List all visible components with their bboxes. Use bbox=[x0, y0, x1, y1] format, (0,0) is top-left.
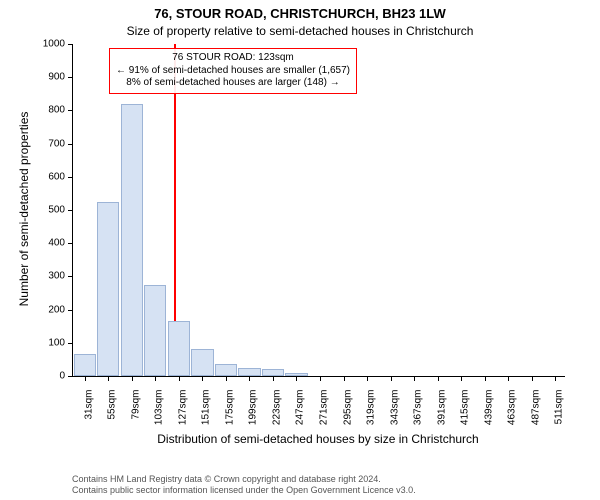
histogram-bar bbox=[168, 321, 190, 376]
y-tick-mark bbox=[68, 310, 73, 311]
x-tick-mark bbox=[179, 376, 180, 381]
annotation-box: 76 STOUR ROAD: 123sqm← 91% of semi-detac… bbox=[109, 48, 357, 94]
y-tick-label: 1000 bbox=[29, 39, 65, 50]
histogram-bar bbox=[97, 202, 119, 376]
x-tick-mark bbox=[108, 376, 109, 381]
histogram-bar bbox=[238, 368, 260, 376]
x-tick-mark bbox=[508, 376, 509, 381]
histogram-bar bbox=[191, 349, 213, 376]
y-tick-mark bbox=[68, 77, 73, 78]
x-tick-mark bbox=[320, 376, 321, 381]
plot-area: 76 STOUR ROAD: 123sqm← 91% of semi-detac… bbox=[72, 44, 565, 377]
histogram-bar bbox=[262, 369, 284, 376]
y-tick-mark bbox=[68, 44, 73, 45]
y-tick-label: 300 bbox=[29, 271, 65, 282]
y-tick-mark bbox=[68, 177, 73, 178]
y-tick-label: 500 bbox=[29, 205, 65, 216]
y-tick-label: 600 bbox=[29, 171, 65, 182]
footer-line: Contains public sector information licen… bbox=[72, 485, 416, 496]
y-tick-label: 800 bbox=[29, 105, 65, 116]
y-tick-label: 900 bbox=[29, 72, 65, 83]
y-tick-label: 0 bbox=[29, 371, 65, 382]
x-tick-mark bbox=[249, 376, 250, 381]
y-tick-label: 200 bbox=[29, 304, 65, 315]
x-tick-mark bbox=[391, 376, 392, 381]
footer-attribution: Contains HM Land Registry data © Crown c… bbox=[72, 474, 416, 497]
footer-line: Contains HM Land Registry data © Crown c… bbox=[72, 474, 416, 485]
annotation-line: 8% of semi-detached houses are larger (1… bbox=[116, 77, 350, 90]
x-tick-mark bbox=[344, 376, 345, 381]
histogram-bar bbox=[121, 104, 143, 376]
y-tick-mark bbox=[68, 343, 73, 344]
y-tick-label: 100 bbox=[29, 337, 65, 348]
annotation-line: 76 STOUR ROAD: 123sqm bbox=[116, 52, 350, 65]
histogram-bar bbox=[215, 364, 237, 376]
x-tick-mark bbox=[155, 376, 156, 381]
chart-root: 76, STOUR ROAD, CHRISTCHURCH, BH23 1LW S… bbox=[0, 0, 600, 500]
chart-title: 76, STOUR ROAD, CHRISTCHURCH, BH23 1LW bbox=[0, 6, 600, 21]
x-tick-mark bbox=[202, 376, 203, 381]
y-tick-label: 400 bbox=[29, 238, 65, 249]
x-tick-mark bbox=[532, 376, 533, 381]
y-tick-label: 700 bbox=[29, 138, 65, 149]
x-tick-mark bbox=[132, 376, 133, 381]
x-tick-mark bbox=[273, 376, 274, 381]
x-tick-mark bbox=[438, 376, 439, 381]
y-tick-mark bbox=[68, 144, 73, 145]
x-tick-mark bbox=[85, 376, 86, 381]
x-axis-label: Distribution of semi-detached houses by … bbox=[72, 432, 564, 446]
histogram-bar bbox=[74, 354, 96, 376]
histogram-bar bbox=[144, 285, 166, 376]
annotation-line: ← 91% of semi-detached houses are smalle… bbox=[116, 65, 350, 78]
x-tick-mark bbox=[414, 376, 415, 381]
x-tick-mark bbox=[367, 376, 368, 381]
y-tick-mark bbox=[68, 276, 73, 277]
x-tick-mark bbox=[296, 376, 297, 381]
chart-subtitle: Size of property relative to semi-detach… bbox=[0, 24, 600, 38]
y-tick-mark bbox=[68, 210, 73, 211]
y-tick-mark bbox=[68, 376, 73, 377]
x-tick-mark bbox=[226, 376, 227, 381]
y-tick-mark bbox=[68, 243, 73, 244]
x-tick-mark bbox=[485, 376, 486, 381]
x-tick-mark bbox=[461, 376, 462, 381]
x-tick-mark bbox=[555, 376, 556, 381]
y-tick-mark bbox=[68, 110, 73, 111]
